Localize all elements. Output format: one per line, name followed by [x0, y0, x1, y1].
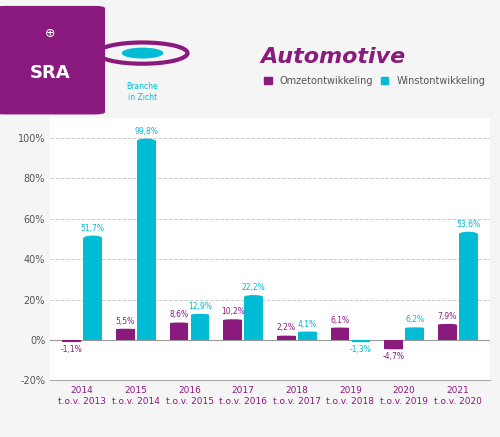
Text: 6,2%: 6,2% [405, 316, 424, 324]
Text: 4,1%: 4,1% [298, 319, 317, 329]
Legend: Omzetontwikkeling, Winstontwikkeling: Omzetontwikkeling, Winstontwikkeling [264, 76, 485, 86]
Text: -4,7%: -4,7% [382, 352, 404, 361]
Bar [459, 234, 477, 340]
Ellipse shape [170, 323, 188, 324]
Bar [405, 328, 424, 340]
Bar [384, 340, 403, 349]
Text: 99,8%: 99,8% [134, 127, 158, 135]
Text: SRA: SRA [30, 64, 70, 82]
Bar [137, 141, 156, 340]
Bar [298, 332, 316, 340]
Bar [277, 336, 296, 340]
Text: 51,7%: 51,7% [80, 224, 104, 232]
Text: 6,1%: 6,1% [330, 316, 349, 325]
Bar [62, 340, 81, 342]
Bar [170, 323, 188, 340]
Text: -1,1%: -1,1% [61, 345, 82, 354]
Text: ⊕: ⊕ [45, 27, 55, 39]
Ellipse shape [244, 295, 263, 298]
Text: 5,5%: 5,5% [116, 317, 135, 326]
Text: 22,2%: 22,2% [242, 283, 266, 292]
Text: 12,9%: 12,9% [188, 302, 212, 311]
Bar [438, 325, 456, 340]
Text: 8,6%: 8,6% [170, 310, 188, 319]
Ellipse shape [330, 328, 349, 329]
Ellipse shape [190, 314, 210, 316]
Ellipse shape [438, 324, 456, 325]
Bar [116, 329, 135, 340]
Bar [224, 320, 242, 340]
Bar [84, 238, 102, 340]
Text: Branche
in Zicht: Branche in Zicht [126, 82, 158, 102]
Text: Automotive: Automotive [260, 47, 405, 66]
Bar [352, 340, 370, 342]
Bar [244, 297, 263, 340]
Bar [330, 328, 349, 340]
Text: 7,9%: 7,9% [438, 312, 457, 321]
Ellipse shape [137, 139, 156, 144]
Ellipse shape [405, 327, 424, 328]
Text: -1,3%: -1,3% [350, 346, 372, 354]
Text: 2,2%: 2,2% [277, 323, 296, 333]
Ellipse shape [459, 232, 477, 237]
Ellipse shape [224, 319, 242, 321]
Bar [190, 315, 210, 340]
FancyBboxPatch shape [0, 6, 105, 114]
Text: 10,2%: 10,2% [221, 307, 244, 316]
Ellipse shape [84, 236, 102, 241]
Text: 53,6%: 53,6% [456, 220, 480, 229]
Circle shape [122, 49, 162, 58]
